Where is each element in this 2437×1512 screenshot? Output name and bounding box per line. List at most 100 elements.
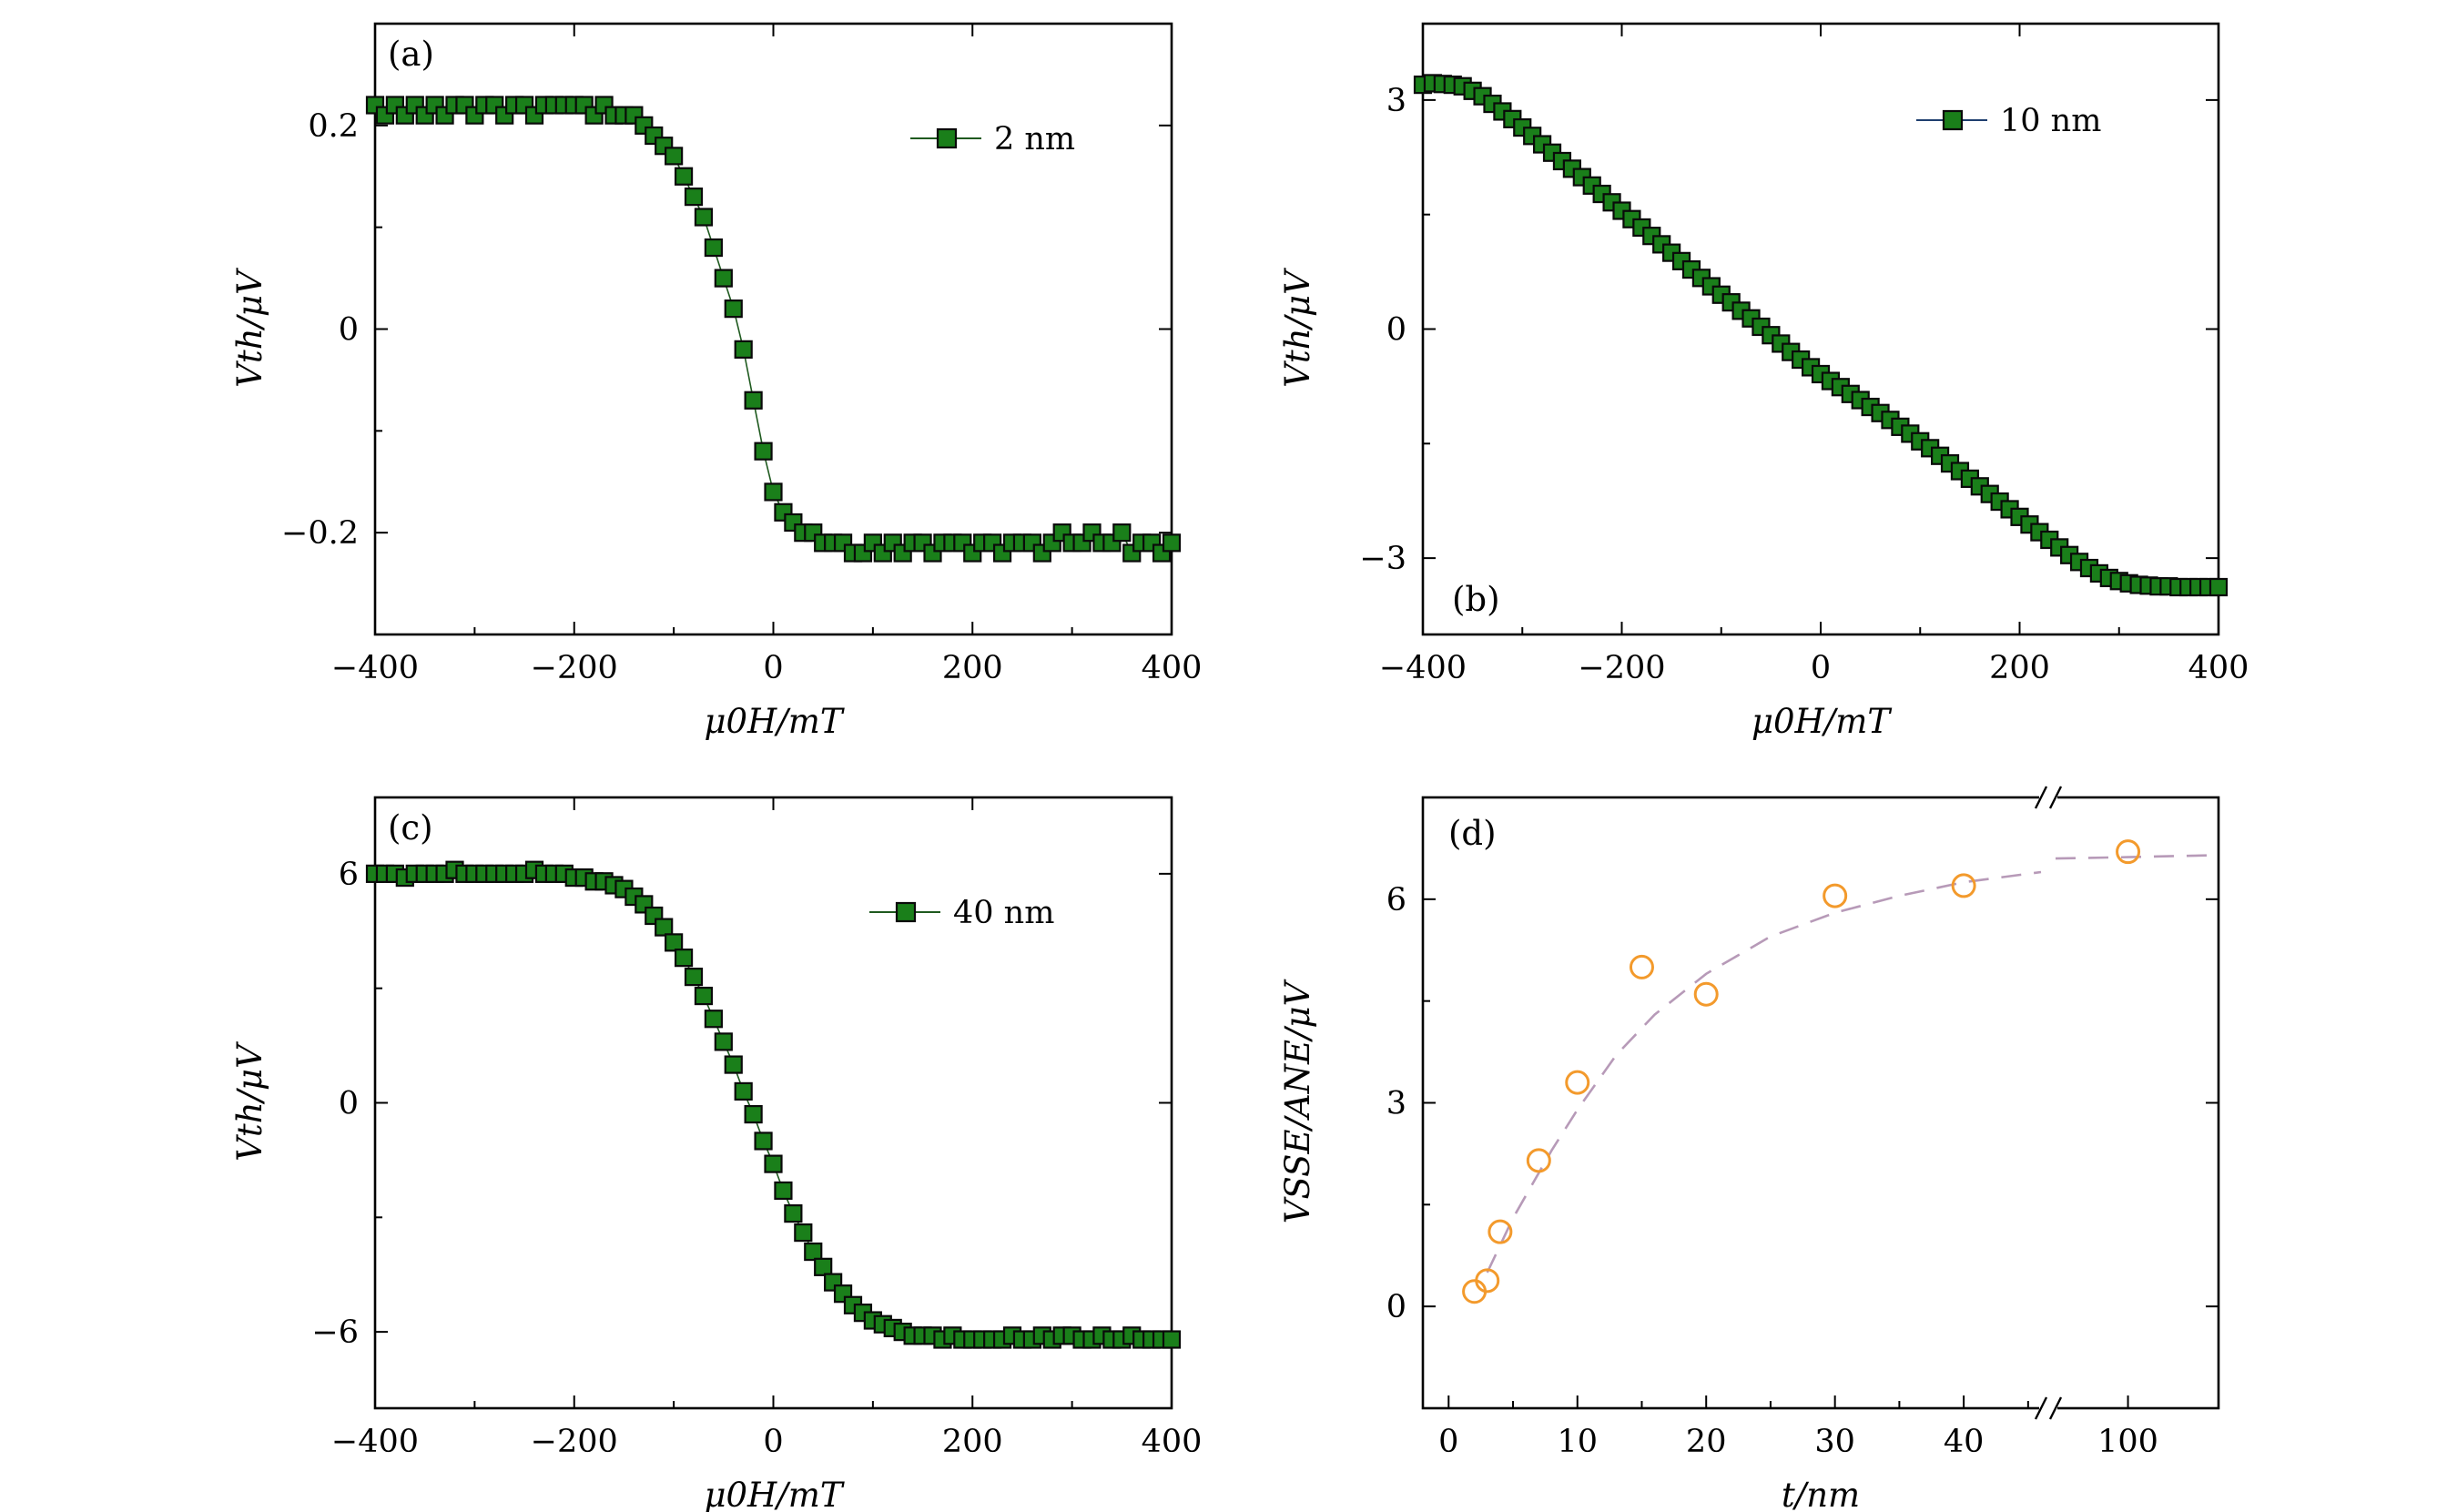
- data-point: [1526, 1148, 1551, 1173]
- y-tick-label: 0.2: [308, 108, 359, 145]
- data-point: [764, 1154, 783, 1173]
- data-point: [1693, 981, 1719, 1007]
- x-tick-label: 40: [1944, 1424, 1985, 1460]
- legend-marker: [895, 901, 917, 923]
- data-point: [744, 1104, 763, 1124]
- axis-break-mark: [2034, 786, 2048, 809]
- panel-b: −400 −200 0 200 400 −3 0 3 10 nm Vth/μV μ0H/mT (b): [1278, 22, 2249, 741]
- x-tick-label: 20: [1686, 1424, 1727, 1460]
- panel-label: (b): [1452, 580, 1500, 619]
- data-point: [734, 1081, 753, 1101]
- y-axis-label: VSSE/ANE/μV: [1278, 979, 1317, 1223]
- axis-break-mark: [2048, 786, 2063, 809]
- x-tick-label: 0: [1438, 1424, 1458, 1460]
- data-point: [724, 299, 743, 319]
- y-tick-label: 3: [1386, 83, 1406, 119]
- plot-frame: [373, 796, 1173, 1410]
- data-point: [804, 1242, 823, 1262]
- axis-break-gap: [2039, 1403, 2057, 1414]
- x-tick-label: 0: [1811, 650, 1831, 686]
- panel-label: (a): [388, 35, 434, 74]
- data-point: [1951, 873, 1976, 898]
- data-point: [794, 1223, 813, 1243]
- x-tick-label: 10: [1557, 1424, 1598, 1460]
- data-point: [744, 391, 763, 410]
- x-tick-label: −200: [531, 1424, 618, 1460]
- legend-marker: [936, 127, 958, 149]
- data-point: [674, 167, 694, 186]
- y-tick-label: −3: [1359, 541, 1406, 577]
- data-point: [694, 208, 714, 227]
- data-point: [704, 238, 723, 258]
- panel-label: (c): [388, 808, 433, 847]
- data-point: [665, 933, 684, 952]
- data-point: [764, 482, 783, 502]
- data-point: [1629, 954, 1654, 979]
- y-tick-label: 0: [339, 312, 359, 349]
- data-point: [754, 1131, 773, 1151]
- y-tick-label: 6: [1386, 882, 1406, 918]
- y-tick-label: 6: [339, 857, 359, 893]
- data-point: [684, 968, 704, 987]
- data-point: [1475, 1268, 1500, 1294]
- x-tick-label: 100: [2097, 1424, 2158, 1460]
- y-axis-label: Vth/μV: [1278, 268, 1317, 388]
- x-tick-label: −200: [531, 650, 618, 686]
- data-point: [754, 441, 773, 461]
- series-line: [1422, 82, 2219, 588]
- x-tick-label: 30: [1814, 1424, 1855, 1460]
- x-tick-label: 200: [1989, 650, 2050, 686]
- x-tick-label: 400: [1142, 1424, 1203, 1460]
- data-point: [1823, 883, 1848, 908]
- data-point: [784, 1204, 803, 1223]
- data-point: [2209, 577, 2229, 597]
- panel-label: (d): [1448, 814, 1497, 853]
- data-point: [694, 986, 714, 1006]
- legend-label: 2 nm: [994, 121, 1075, 157]
- data-point: [684, 188, 704, 207]
- x-tick-label: 200: [942, 1424, 1003, 1460]
- x-tick-label: 0: [763, 1424, 783, 1460]
- fit-curve: [1486, 870, 2042, 1274]
- data-point: [1112, 523, 1132, 543]
- y-tick-label: −6: [311, 1314, 359, 1351]
- data-point: [734, 340, 753, 359]
- data-point: [814, 1257, 833, 1276]
- x-tick-label: −400: [1379, 650, 1467, 686]
- y-tick-label: 0: [339, 1086, 359, 1122]
- y-tick-label: 3: [1386, 1086, 1406, 1122]
- legend-label: 40 nm: [953, 895, 1054, 931]
- data-point: [1565, 1070, 1590, 1095]
- x-tick-label: −200: [1578, 650, 1665, 686]
- axis-break-mark: [2048, 1396, 2063, 1420]
- legend-label: 10 nm: [2000, 103, 2101, 139]
- data-point: [704, 1010, 723, 1029]
- data-point: [665, 147, 684, 166]
- data-point: [1488, 1219, 1513, 1244]
- y-axis-label: Vth/μV: [230, 268, 269, 388]
- x-axis-label: μ0H/mT: [704, 1476, 844, 1512]
- fit-curve: [2055, 854, 2219, 860]
- data-point: [1162, 533, 1182, 553]
- data-point: [2116, 839, 2141, 865]
- x-axis-label: μ0H/mT: [1752, 702, 1892, 741]
- y-tick-label: 0: [1386, 1289, 1406, 1325]
- panel-c: −400 −200 0 200 400 −6 0 6 40 nm Vth/μV μ0H/mT (c): [230, 796, 1203, 1512]
- data-point: [724, 1055, 743, 1074]
- x-tick-label: 0: [763, 650, 783, 686]
- y-tick-label: 0: [1386, 312, 1406, 349]
- x-axis-label: μ0H/mT: [704, 702, 844, 741]
- data-point: [674, 949, 694, 968]
- x-tick-label: 400: [2188, 650, 2249, 686]
- panel-a: −400 −200 0 200 400 −0.2 0 0.2 2 nm Vth/μV μ0H/mT (…: [230, 22, 1202, 741]
- data-point: [655, 918, 674, 937]
- axis-break-gap: [2039, 792, 2057, 803]
- x-tick-label: −400: [331, 1424, 419, 1460]
- data-point: [1162, 1330, 1182, 1349]
- plot-frame: [1421, 796, 2220, 1410]
- x-tick-label: 200: [942, 650, 1003, 686]
- data-point: [714, 269, 733, 288]
- x-tick-label: −400: [331, 650, 419, 686]
- series-line: [375, 868, 1172, 1341]
